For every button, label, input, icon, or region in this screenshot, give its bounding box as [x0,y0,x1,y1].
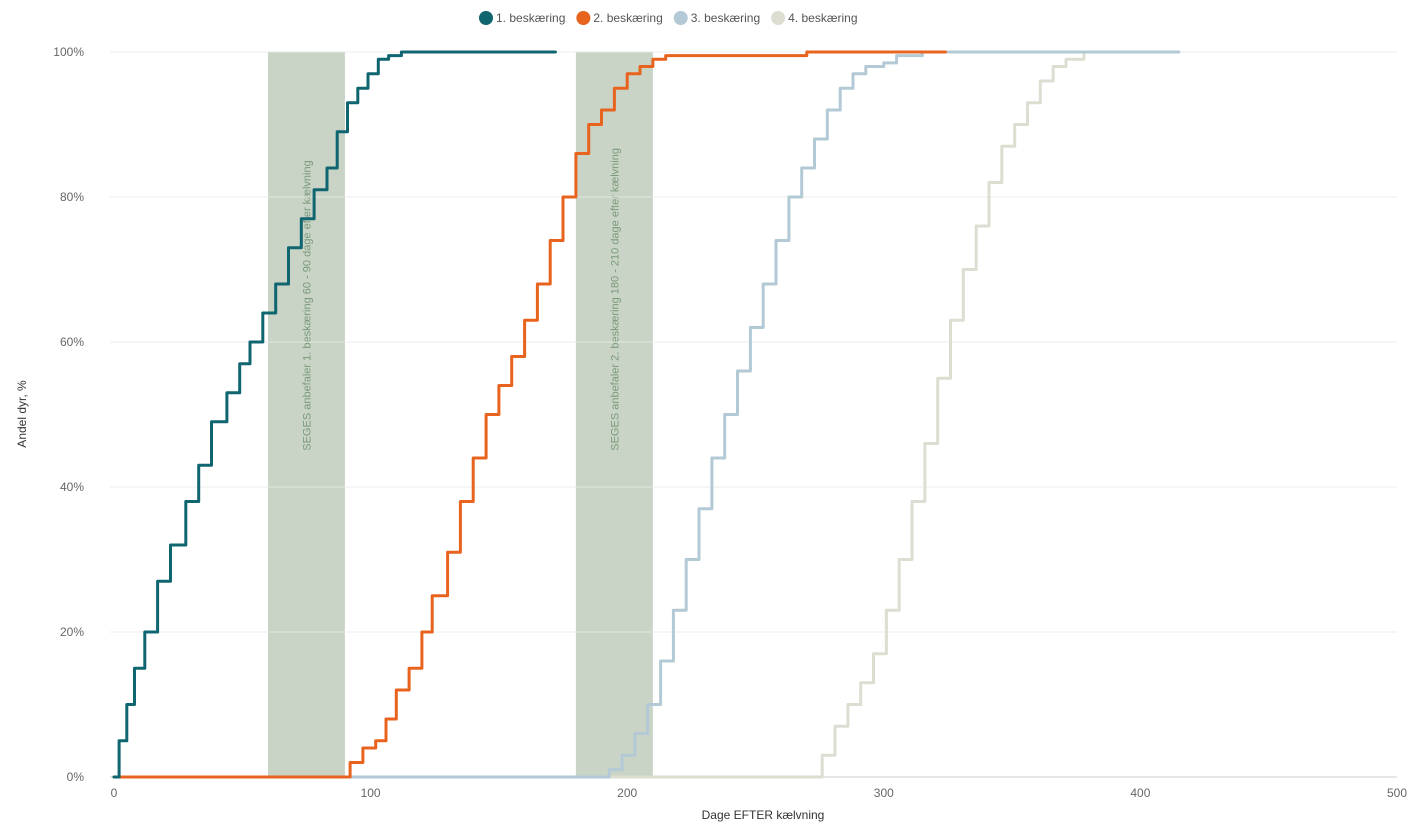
legend-label: 2. beskæring [593,11,662,25]
x-tick-label: 300 [874,786,894,800]
recommendation-band [267,52,345,777]
x-tick-label: 100 [361,786,381,800]
legend-marker [479,11,493,25]
y-tick-label: 40% [60,480,84,494]
x-axis-title: Dage EFTER kælvning [702,808,825,822]
series-line [112,50,1181,779]
legend-marker [673,11,688,25]
x-tick-label: 0 [111,786,118,800]
x-tick-label: 500 [1387,786,1407,800]
legend-label: 1. beskæring [496,11,565,25]
series-line [112,50,1122,779]
legend-marker [576,11,591,25]
series-lines [112,50,1181,779]
legend-label: 3. beskæring [691,11,760,25]
series-line [112,50,947,779]
y-tick-label: 100% [53,45,84,59]
legend-label: 4. beskæring [788,11,857,25]
band-label: SEGES anbefaler 2. beskæring 180 - 210 d… [609,148,621,451]
series-line [112,50,557,779]
y-tick-label: 0% [67,770,85,784]
legend: 1. beskæring 2. beskæring 3. beskæring 4. b… [479,11,858,25]
x-tick-label: 400 [1130,786,1150,800]
axes: 0% 20% 40% 60% 80% 100% 0 100 200 300 400 500 [53,45,1407,800]
x-tick-label: 200 [617,786,637,800]
y-axis-title: Andel dyr, % [15,380,29,448]
legend-marker [771,11,786,25]
recommendation-band [575,52,653,777]
y-tick-label: 80% [60,190,84,204]
y-tick-label: 20% [60,625,84,639]
band-label: SEGES anbefaler 1. beskæring 60 - 90 dag… [301,160,313,450]
recommendation-bands: SEGES anbefaler 1. beskæring 60 - 90 dag… [267,51,653,777]
y-tick-label: 60% [60,335,84,349]
